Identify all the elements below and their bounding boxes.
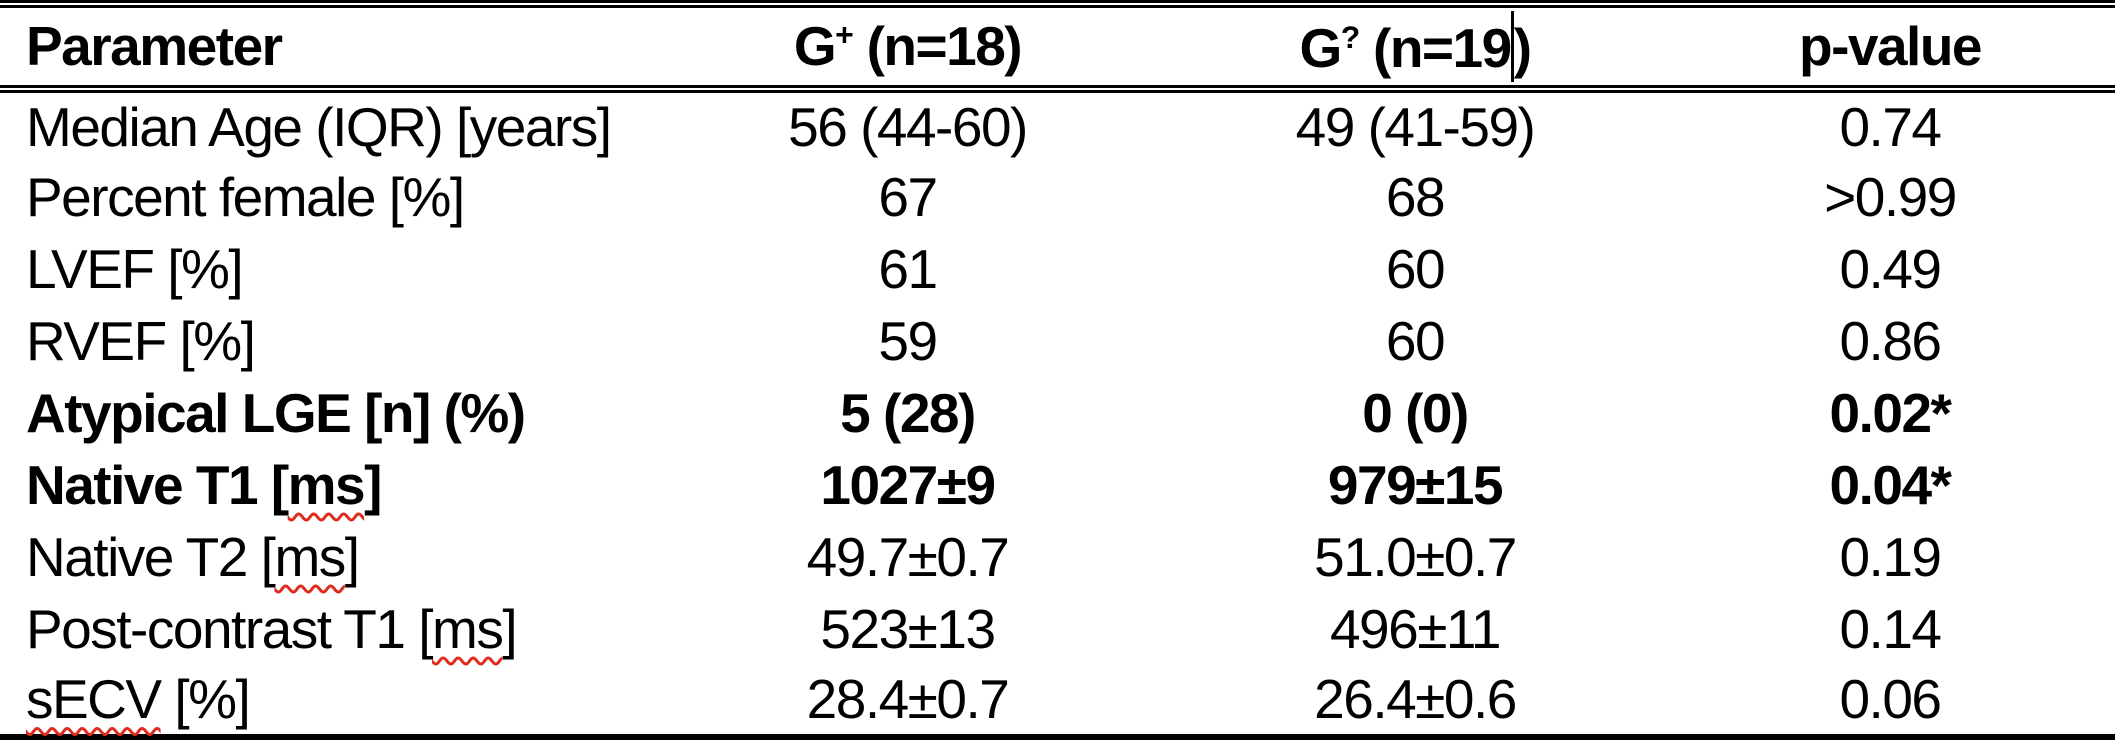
group1-value-cell[interactable]: 523±13 xyxy=(820,597,996,660)
group2-count-close: ) xyxy=(1513,16,1532,79)
pvalue-cell[interactable]: 0.49 xyxy=(1839,237,1942,300)
column-header-parameter[interactable]: Parameter xyxy=(26,15,283,77)
group2-base: G xyxy=(1299,16,1342,79)
misspelled-text: ms xyxy=(432,597,504,660)
parameter-text-tail: ] xyxy=(502,597,517,660)
pvalue-cell[interactable]: 0.14 xyxy=(1839,597,1942,660)
group1-value-cell[interactable]: 1027±9 xyxy=(820,453,996,516)
group2-value-cell[interactable]: 60 xyxy=(1385,309,1446,372)
parameter-text: RVEF [%] xyxy=(26,309,256,372)
parameter-cell[interactable]: sECV [%] xyxy=(0,665,650,737)
group1-superscript: + xyxy=(835,16,854,53)
group1-value-cell[interactable]: 61 xyxy=(878,237,938,300)
parameter-text: Native T1 [ xyxy=(26,453,289,516)
group2-superscript: ? xyxy=(1340,18,1361,55)
pvalue-cell[interactable]: >0.99 xyxy=(1824,165,1957,228)
group1-value-cell[interactable]: 56 (44-60) xyxy=(788,95,1028,158)
table-row-secv: sECV [%] 28.4±0.7 26.4±0.6 0.06 xyxy=(0,665,2115,737)
parameter-cell[interactable]: LVEF [%] xyxy=(0,233,650,305)
group2-count: (n=19 xyxy=(1359,16,1512,79)
column-header-group-positive[interactable]: G+ (n=18) xyxy=(650,4,1165,89)
parameter-text-tail: [%] xyxy=(160,668,250,730)
pvalue-cell[interactable]: 0.06 xyxy=(1839,668,1942,730)
table-row-rvef: RVEF [%] 59 60 0.86 xyxy=(0,305,2115,377)
group2-value-cell[interactable]: 60 xyxy=(1385,237,1446,300)
group2-value-cell[interactable]: 49 (41-59) xyxy=(1295,95,1536,158)
pvalue-cell[interactable]: 0.02* xyxy=(1829,381,1952,444)
group1-value-cell[interactable]: 28.4±0.7 xyxy=(806,668,1010,730)
parameter-cell[interactable]: RVEF [%] xyxy=(0,305,650,377)
column-header-group-query[interactable]: G? (n=19) xyxy=(1165,4,1665,89)
parameter-text: LVEF [%] xyxy=(26,237,244,300)
parameter-text: Percent female [%] xyxy=(26,165,465,228)
parameter-cell[interactable]: Native T2 [ms] xyxy=(0,521,650,593)
pvalue-cell[interactable]: 0.04* xyxy=(1829,453,1952,516)
group1-value-cell[interactable]: 59 xyxy=(878,309,938,372)
group1-base: G xyxy=(793,15,837,77)
group2-value-cell[interactable]: 26.4±0.6 xyxy=(1314,668,1517,730)
table-row-median-age: Median Age (IQR) [years] 56 (44-60) 49 (… xyxy=(0,89,2115,161)
column-header-pvalue[interactable]: p-value xyxy=(1798,15,1983,77)
parameter-cell[interactable]: Percent female [%] xyxy=(0,161,650,233)
table-row-native-t2: Native T2 [ms] 49.7±0.7 51.0±0.7 0.19 xyxy=(0,521,2115,593)
parameter-cell[interactable]: Median Age (IQR) [years] xyxy=(0,89,650,161)
parameter-text: Atypical LGE [n] (%) xyxy=(26,381,526,444)
group1-value-cell[interactable]: 5 (28) xyxy=(840,381,976,444)
table-row-percent-female: Percent female [%] 67 68 >0.99 xyxy=(0,161,2115,233)
parameter-text-tail: ] xyxy=(344,525,360,588)
group2-value-cell[interactable]: 68 xyxy=(1385,165,1446,228)
parameter-text: Median Age (IQR) [years] xyxy=(26,95,612,158)
group2-value-cell[interactable]: 51.0±0.7 xyxy=(1314,525,1517,588)
group1-value-cell[interactable]: 67 xyxy=(878,165,938,228)
group2-value-cell[interactable]: 496±11 xyxy=(1329,597,1502,660)
parameter-cell[interactable]: Atypical LGE [n] (%) xyxy=(0,377,650,449)
parameter-cell[interactable]: Native T1 [ms] xyxy=(0,449,650,521)
parameter-text: Native T2 [ xyxy=(26,525,276,588)
table-header-row: Parameter G+ (n=18) G? (n=19) p-value xyxy=(0,4,2115,89)
parameter-text-tail: ] xyxy=(364,453,382,516)
misspelled-text: sECV xyxy=(26,668,162,730)
table-row-native-t1: Native T1 [ms] 1027±9 979±15 0.04* xyxy=(0,449,2115,521)
parameter-cell[interactable]: Post-contrast T1 [ms] xyxy=(0,593,650,665)
pvalue-cell[interactable]: 0.19 xyxy=(1839,525,1942,588)
misspelled-text: ms xyxy=(287,453,366,516)
table-row-post-contrast-t1: Post-contrast T1 [ms] 523±13 496±11 0.14 xyxy=(0,593,2115,665)
pvalue-cell[interactable]: 0.74 xyxy=(1839,95,1942,158)
parameter-text: Post-contrast T1 [ xyxy=(26,597,434,660)
misspelled-text: ms xyxy=(274,525,346,588)
group1-value-cell[interactable]: 49.7±0.7 xyxy=(806,525,1010,588)
group2-value-cell[interactable]: 0 (0) xyxy=(1362,381,1469,444)
group1-count: (n=18) xyxy=(852,15,1023,77)
pvalue-cell[interactable]: 0.86 xyxy=(1839,309,1942,372)
table-row-lvef: LVEF [%] 61 60 0.49 xyxy=(0,233,2115,305)
table-row-atypical-lge: Atypical LGE [n] (%) 5 (28) 0 (0) 0.02* xyxy=(0,377,2115,449)
group2-value-cell[interactable]: 979±15 xyxy=(1327,453,1504,516)
text-cursor xyxy=(1510,10,1514,83)
